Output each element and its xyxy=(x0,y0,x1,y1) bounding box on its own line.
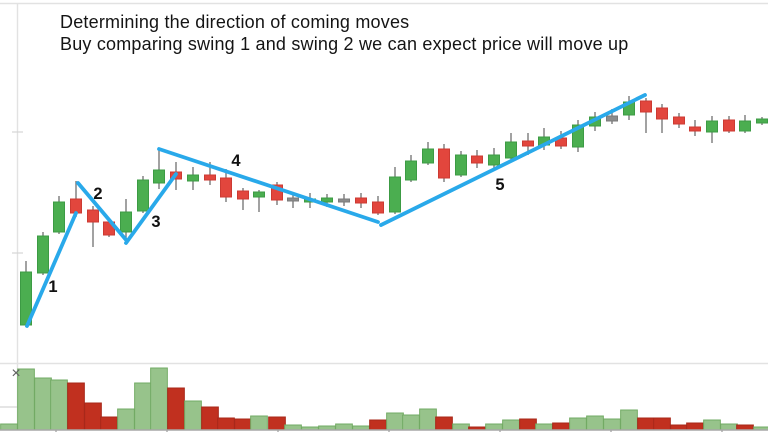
close-volume-pane-button[interactable]: × xyxy=(11,365,21,382)
candlestick xyxy=(355,197,367,204)
candlestick xyxy=(237,190,249,200)
volume-bar xyxy=(603,418,621,431)
candlestick xyxy=(271,184,283,201)
candlestick xyxy=(640,100,652,113)
candlestick xyxy=(706,120,718,133)
volume-bar xyxy=(736,424,754,431)
candlestick xyxy=(372,201,384,214)
volume-bar xyxy=(686,422,704,431)
candlestick xyxy=(405,160,417,181)
volume-bar xyxy=(201,406,219,431)
swing-trend-line-swing-4 xyxy=(157,147,380,224)
volume-bar xyxy=(369,419,387,431)
candlestick xyxy=(606,115,618,122)
volume-bar xyxy=(335,423,353,431)
candlestick xyxy=(522,140,534,147)
volume-bar xyxy=(50,379,68,431)
volume-bar xyxy=(0,423,18,431)
swing-label-1: 1 xyxy=(48,278,57,296)
candlestick xyxy=(471,155,483,164)
volume-bar xyxy=(84,402,102,431)
volume-bar xyxy=(184,400,202,431)
swing-trend-line-swing-3 xyxy=(124,172,178,245)
volume-bar xyxy=(150,367,168,431)
candlestick xyxy=(153,169,165,184)
volume-bar xyxy=(620,409,638,431)
volume-bar xyxy=(703,419,721,431)
candlestick xyxy=(723,119,735,132)
swing-label-4: 4 xyxy=(231,152,241,170)
volume-bar xyxy=(250,415,268,431)
slide-title: Determining the direction of coming move… xyxy=(60,12,628,55)
volume-bar xyxy=(100,416,118,431)
candlestick xyxy=(338,198,350,203)
swing-trend-line-swing-5 xyxy=(379,93,647,227)
candlestick xyxy=(53,201,65,233)
candlestick xyxy=(438,148,450,179)
candlestick xyxy=(287,197,299,202)
volume-bar xyxy=(552,422,570,431)
volume-bar xyxy=(485,423,503,431)
candlestick xyxy=(422,148,434,164)
candlestick xyxy=(488,154,500,166)
candlestick xyxy=(87,209,99,223)
candlestick xyxy=(505,141,517,159)
volume-bar xyxy=(653,417,671,431)
swing-trend-line-swing-1 xyxy=(25,211,78,328)
candlestick xyxy=(137,179,149,212)
volume-bar xyxy=(720,423,738,431)
volume-bar xyxy=(284,424,302,431)
volume-bar xyxy=(117,408,135,431)
candlestick xyxy=(389,176,401,213)
swing-label-2: 2 xyxy=(93,185,102,203)
title-line-1: Determining the direction of coming move… xyxy=(60,12,410,32)
candlestick xyxy=(572,124,584,148)
volume-bar xyxy=(435,416,453,431)
candlestick xyxy=(455,154,467,176)
volume-bar xyxy=(268,416,286,431)
candlestick xyxy=(70,198,82,214)
volume-bar xyxy=(452,423,470,431)
candlestick xyxy=(656,107,668,120)
candlestick xyxy=(37,235,49,274)
candlestick xyxy=(689,126,701,132)
candlestick xyxy=(187,174,199,182)
volume-bar xyxy=(637,417,655,431)
volume-bar xyxy=(386,412,404,431)
candlestick xyxy=(756,118,768,124)
candlestick xyxy=(739,120,751,132)
volume-bar xyxy=(519,418,537,431)
candlestick xyxy=(673,116,685,125)
candlestick xyxy=(220,177,232,198)
volume-bar xyxy=(535,423,553,431)
volume-bar xyxy=(134,382,152,431)
volume-bar xyxy=(419,408,437,431)
candlestick xyxy=(253,191,265,198)
candlestick xyxy=(204,174,216,181)
title-line-2: Buy comparing swing 1 and swing 2 we can… xyxy=(60,33,629,54)
volume-bar xyxy=(217,417,235,431)
volume-bar xyxy=(67,382,85,431)
volume-bar xyxy=(502,419,520,431)
swing-label-5: 5 xyxy=(495,176,504,194)
candlestick xyxy=(120,211,132,233)
volume-bar xyxy=(569,417,587,431)
volume-bar xyxy=(402,414,420,431)
volume-bar xyxy=(167,387,185,431)
volume-bar xyxy=(34,377,52,431)
swing-label-3: 3 xyxy=(151,213,160,231)
volume-bar xyxy=(234,418,252,431)
candlestick xyxy=(321,197,333,203)
volume-bar xyxy=(670,424,688,431)
swing-trend-line-swing-2 xyxy=(76,181,129,243)
volume-bar xyxy=(586,415,604,431)
